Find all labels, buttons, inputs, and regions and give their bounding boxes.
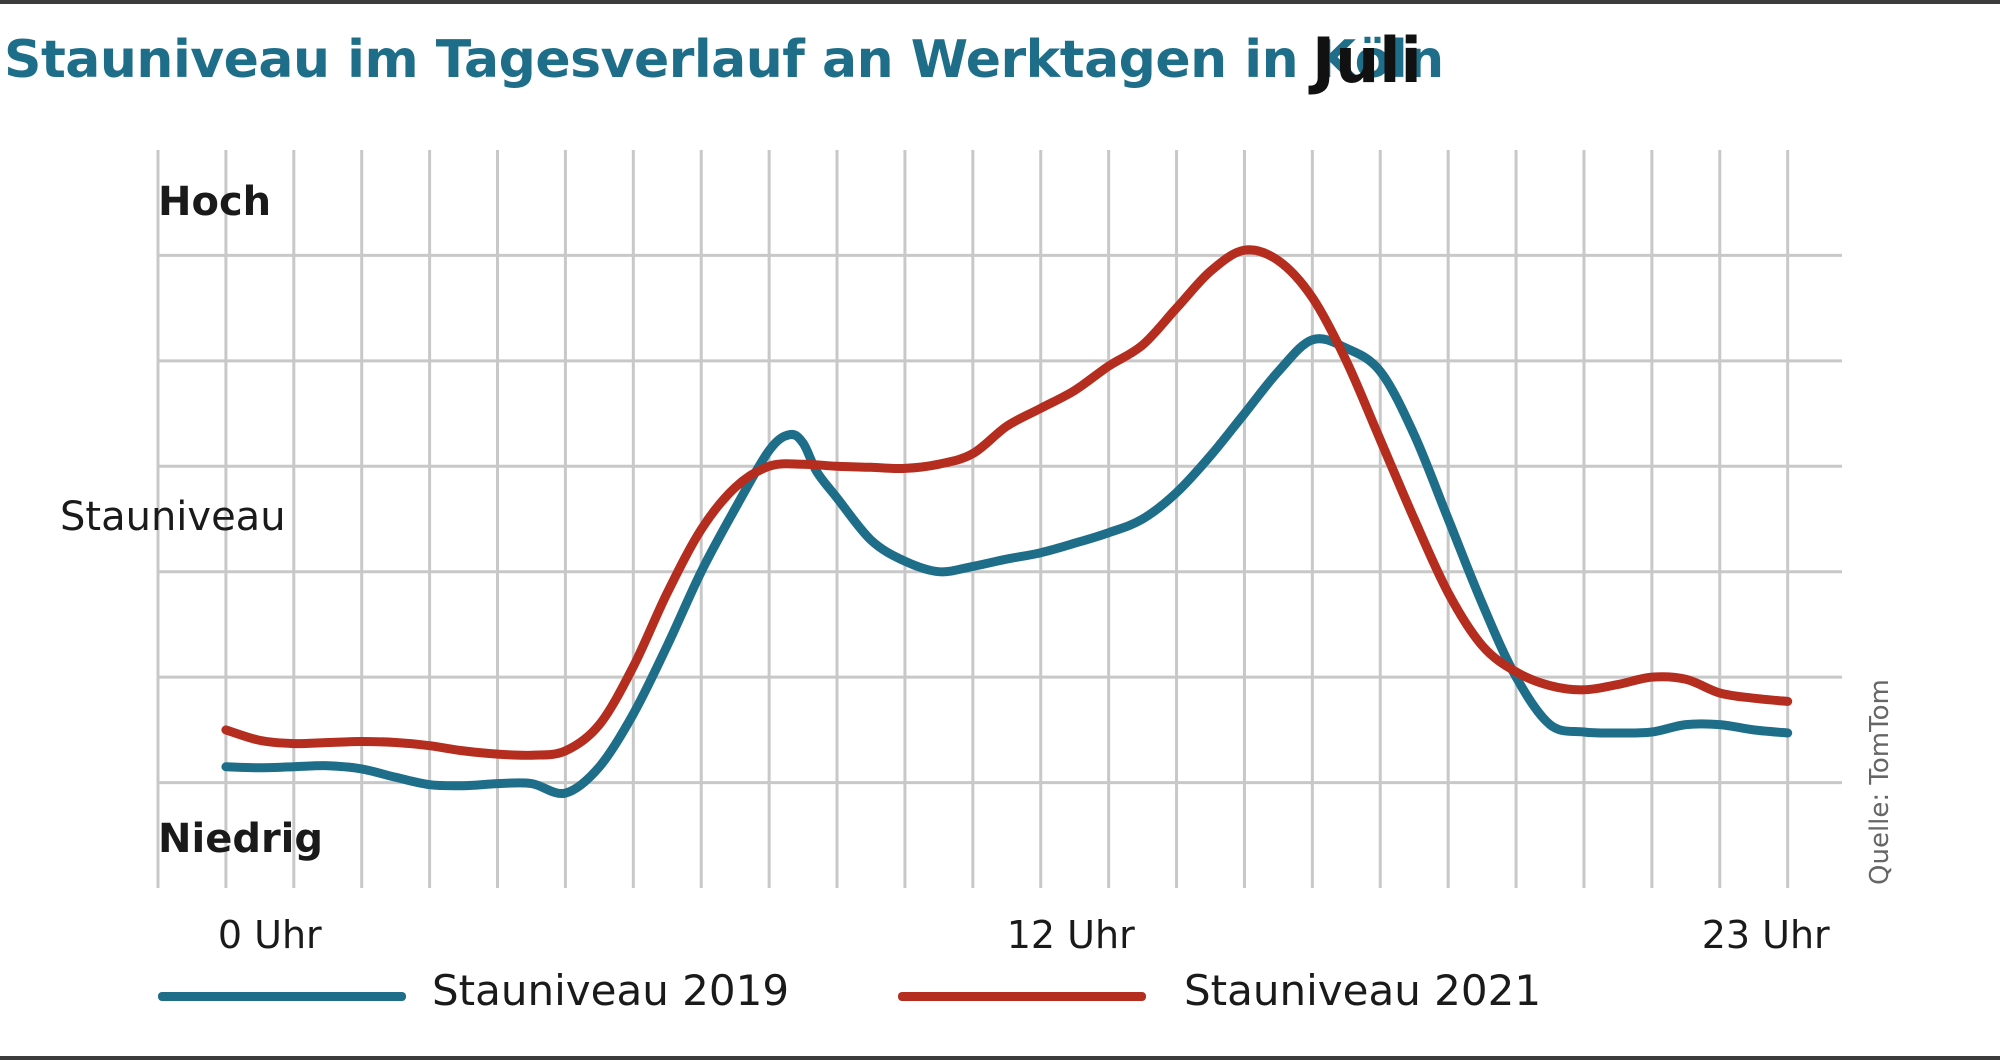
chart-month: Juli: [1312, 24, 1422, 97]
x-tick-label: 23 Uhr: [1702, 913, 1830, 957]
legend-swatch-2019: [158, 992, 406, 1001]
series-line-2021: [221, 245, 1793, 760]
chart-series: [221, 245, 1793, 799]
frame-bottom-border: [0, 1056, 2000, 1060]
y-axis-label: Stauniveau: [60, 494, 286, 540]
chart-title: Stauniveau im Tagesverlauf an Werktagen …: [4, 30, 1444, 90]
x-tick-label: 0 Uhr: [218, 913, 322, 957]
frame-top-border: [0, 0, 2000, 4]
y-label-high: Hoch: [158, 179, 271, 225]
legend-swatch-2021: [898, 992, 1146, 1001]
source-credit: Quelle: TomTom: [1865, 679, 1895, 885]
x-tick-labels: 0 Uhr 12 Uhr 23 Uhr: [218, 913, 1830, 957]
series-line-2019: [221, 334, 1793, 799]
legend-item-2019: Stauniveau 2019: [158, 966, 858, 1026]
chart-grid: [156, 150, 1842, 888]
legend-label-2019: Stauniveau 2019: [432, 966, 790, 1015]
y-label-low: Niedrig: [158, 816, 323, 862]
x-tick-label: 12 Uhr: [1007, 913, 1135, 957]
legend-label-2021: Stauniveau 2021: [1184, 966, 1542, 1015]
legend-item-2021: Stauniveau 2021: [898, 966, 1598, 1026]
